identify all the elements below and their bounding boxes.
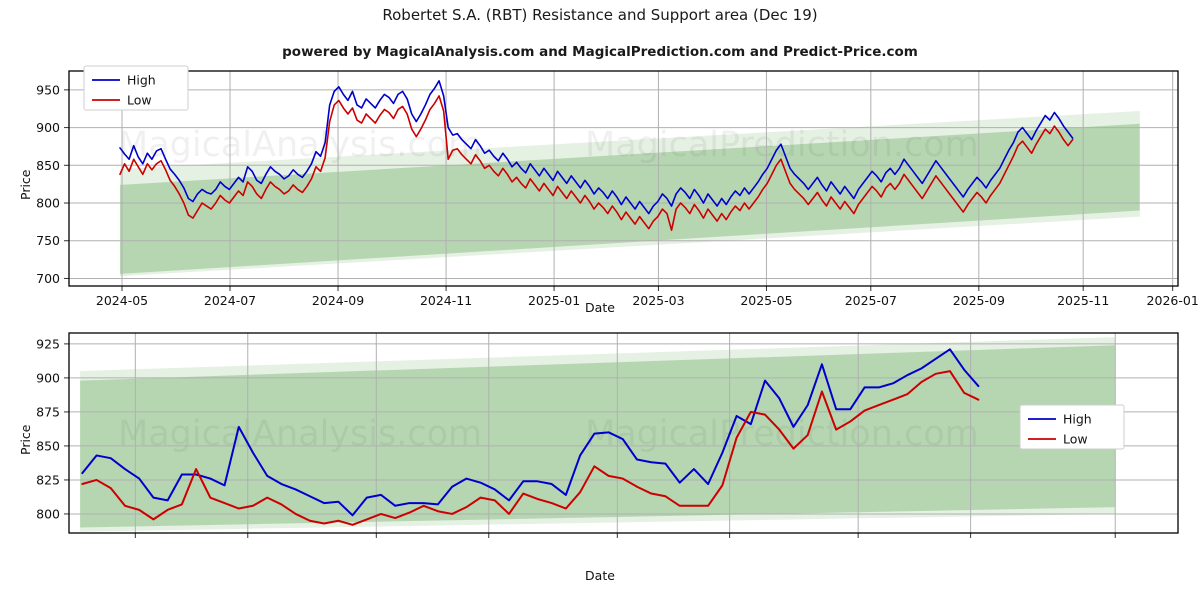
watermark-text: MagicalAnalysis.com bbox=[118, 414, 482, 454]
y-tick-label: 950 bbox=[36, 82, 60, 97]
y-tick-label: 700 bbox=[36, 271, 60, 286]
overview-y-axis-label: Price bbox=[18, 169, 33, 201]
zoom-chart-panel: MagicalAnalysis.com MagicalPrediction.com… bbox=[0, 325, 1200, 540]
watermark-group: MagicalAnalysis.com MagicalPrediction.com bbox=[118, 414, 979, 454]
page-title: Robertet S.A. (RBT) Resistance and Suppo… bbox=[382, 6, 818, 24]
zoom-y-axis-label: Price bbox=[18, 424, 33, 456]
y-tick-label: 750 bbox=[36, 233, 60, 248]
y-tick-label: 800 bbox=[36, 506, 60, 521]
legend-entry-low-label: Low bbox=[127, 93, 152, 108]
y-tick-label: 900 bbox=[36, 120, 60, 135]
plot-frame bbox=[68, 70, 1179, 287]
x-tick-label: 2024-09 bbox=[312, 293, 364, 308]
y-tick-label: 925 bbox=[36, 336, 60, 351]
y-tick-label: 850 bbox=[36, 158, 60, 173]
y-tick-label: 850 bbox=[36, 438, 60, 453]
y-tick-label: 900 bbox=[36, 370, 60, 385]
chart-legend[interactable]: High Low bbox=[83, 65, 189, 111]
zoom-chart-svg: MagicalAnalysis.com MagicalPrediction.com… bbox=[36, 332, 1179, 538]
x-tick-label: 2026-01 bbox=[1147, 293, 1199, 308]
inner-resistance-support bbox=[80, 345, 1116, 528]
legend-entry-low-label: Low bbox=[1063, 432, 1088, 447]
page-subtitle: powered by MagicalAnalysis.com and Magic… bbox=[282, 44, 918, 60]
legend-box bbox=[83, 65, 189, 111]
x-tick-label: 2025-03 bbox=[632, 293, 684, 308]
watermark-group: MagicalAnalysis.com MagicalPrediction.com bbox=[118, 125, 979, 165]
series-group bbox=[119, 80, 1074, 231]
x-tick-label: 2025-09 bbox=[953, 293, 1005, 308]
legend-entry-high-label: High bbox=[1063, 412, 1092, 427]
chart-legend[interactable]: High Low bbox=[1019, 404, 1125, 450]
x-tick-label: 2025-05 bbox=[740, 293, 792, 308]
x-tick-label: 2025-11 bbox=[1057, 293, 1109, 308]
y-tick-label: 875 bbox=[36, 404, 60, 419]
series-line-low bbox=[119, 95, 1074, 231]
overview-chart-svg: MagicalAnalysis.com MagicalPrediction.com… bbox=[36, 65, 1199, 308]
resistance-support-bands bbox=[120, 110, 1140, 277]
inner-resistance-support bbox=[120, 123, 1140, 274]
x-tick-label: 2025-07 bbox=[845, 293, 897, 308]
x-tick-label: 2024-05 bbox=[96, 293, 148, 308]
y-tick-label: 825 bbox=[36, 472, 60, 487]
x-tick-label: 2025-01 bbox=[528, 293, 580, 308]
overview-x-axis-label: Date bbox=[585, 300, 615, 315]
watermark-text: MagicalAnalysis.com bbox=[118, 125, 482, 165]
x-tick-label: 2024-11 bbox=[420, 293, 472, 308]
gridlines: 700 750 800 850 900 950 2024-05 2024-07 2024-09 2… bbox=[36, 71, 1199, 308]
series-line-high bbox=[81, 348, 980, 517]
y-tick-label: 800 bbox=[36, 196, 60, 211]
legend-box bbox=[1019, 404, 1125, 450]
zoom-x-axis-label: Date bbox=[585, 568, 615, 583]
legend-entry-high-label: High bbox=[127, 73, 156, 88]
x-tick-label: 2024-07 bbox=[204, 293, 256, 308]
plot-frame bbox=[68, 332, 1179, 534]
overview-chart-panel: MagicalAnalysis.com MagicalPrediction.com… bbox=[0, 60, 1200, 310]
series-line-high bbox=[119, 80, 1074, 215]
series-line-low bbox=[81, 370, 980, 526]
series-group bbox=[81, 348, 980, 526]
